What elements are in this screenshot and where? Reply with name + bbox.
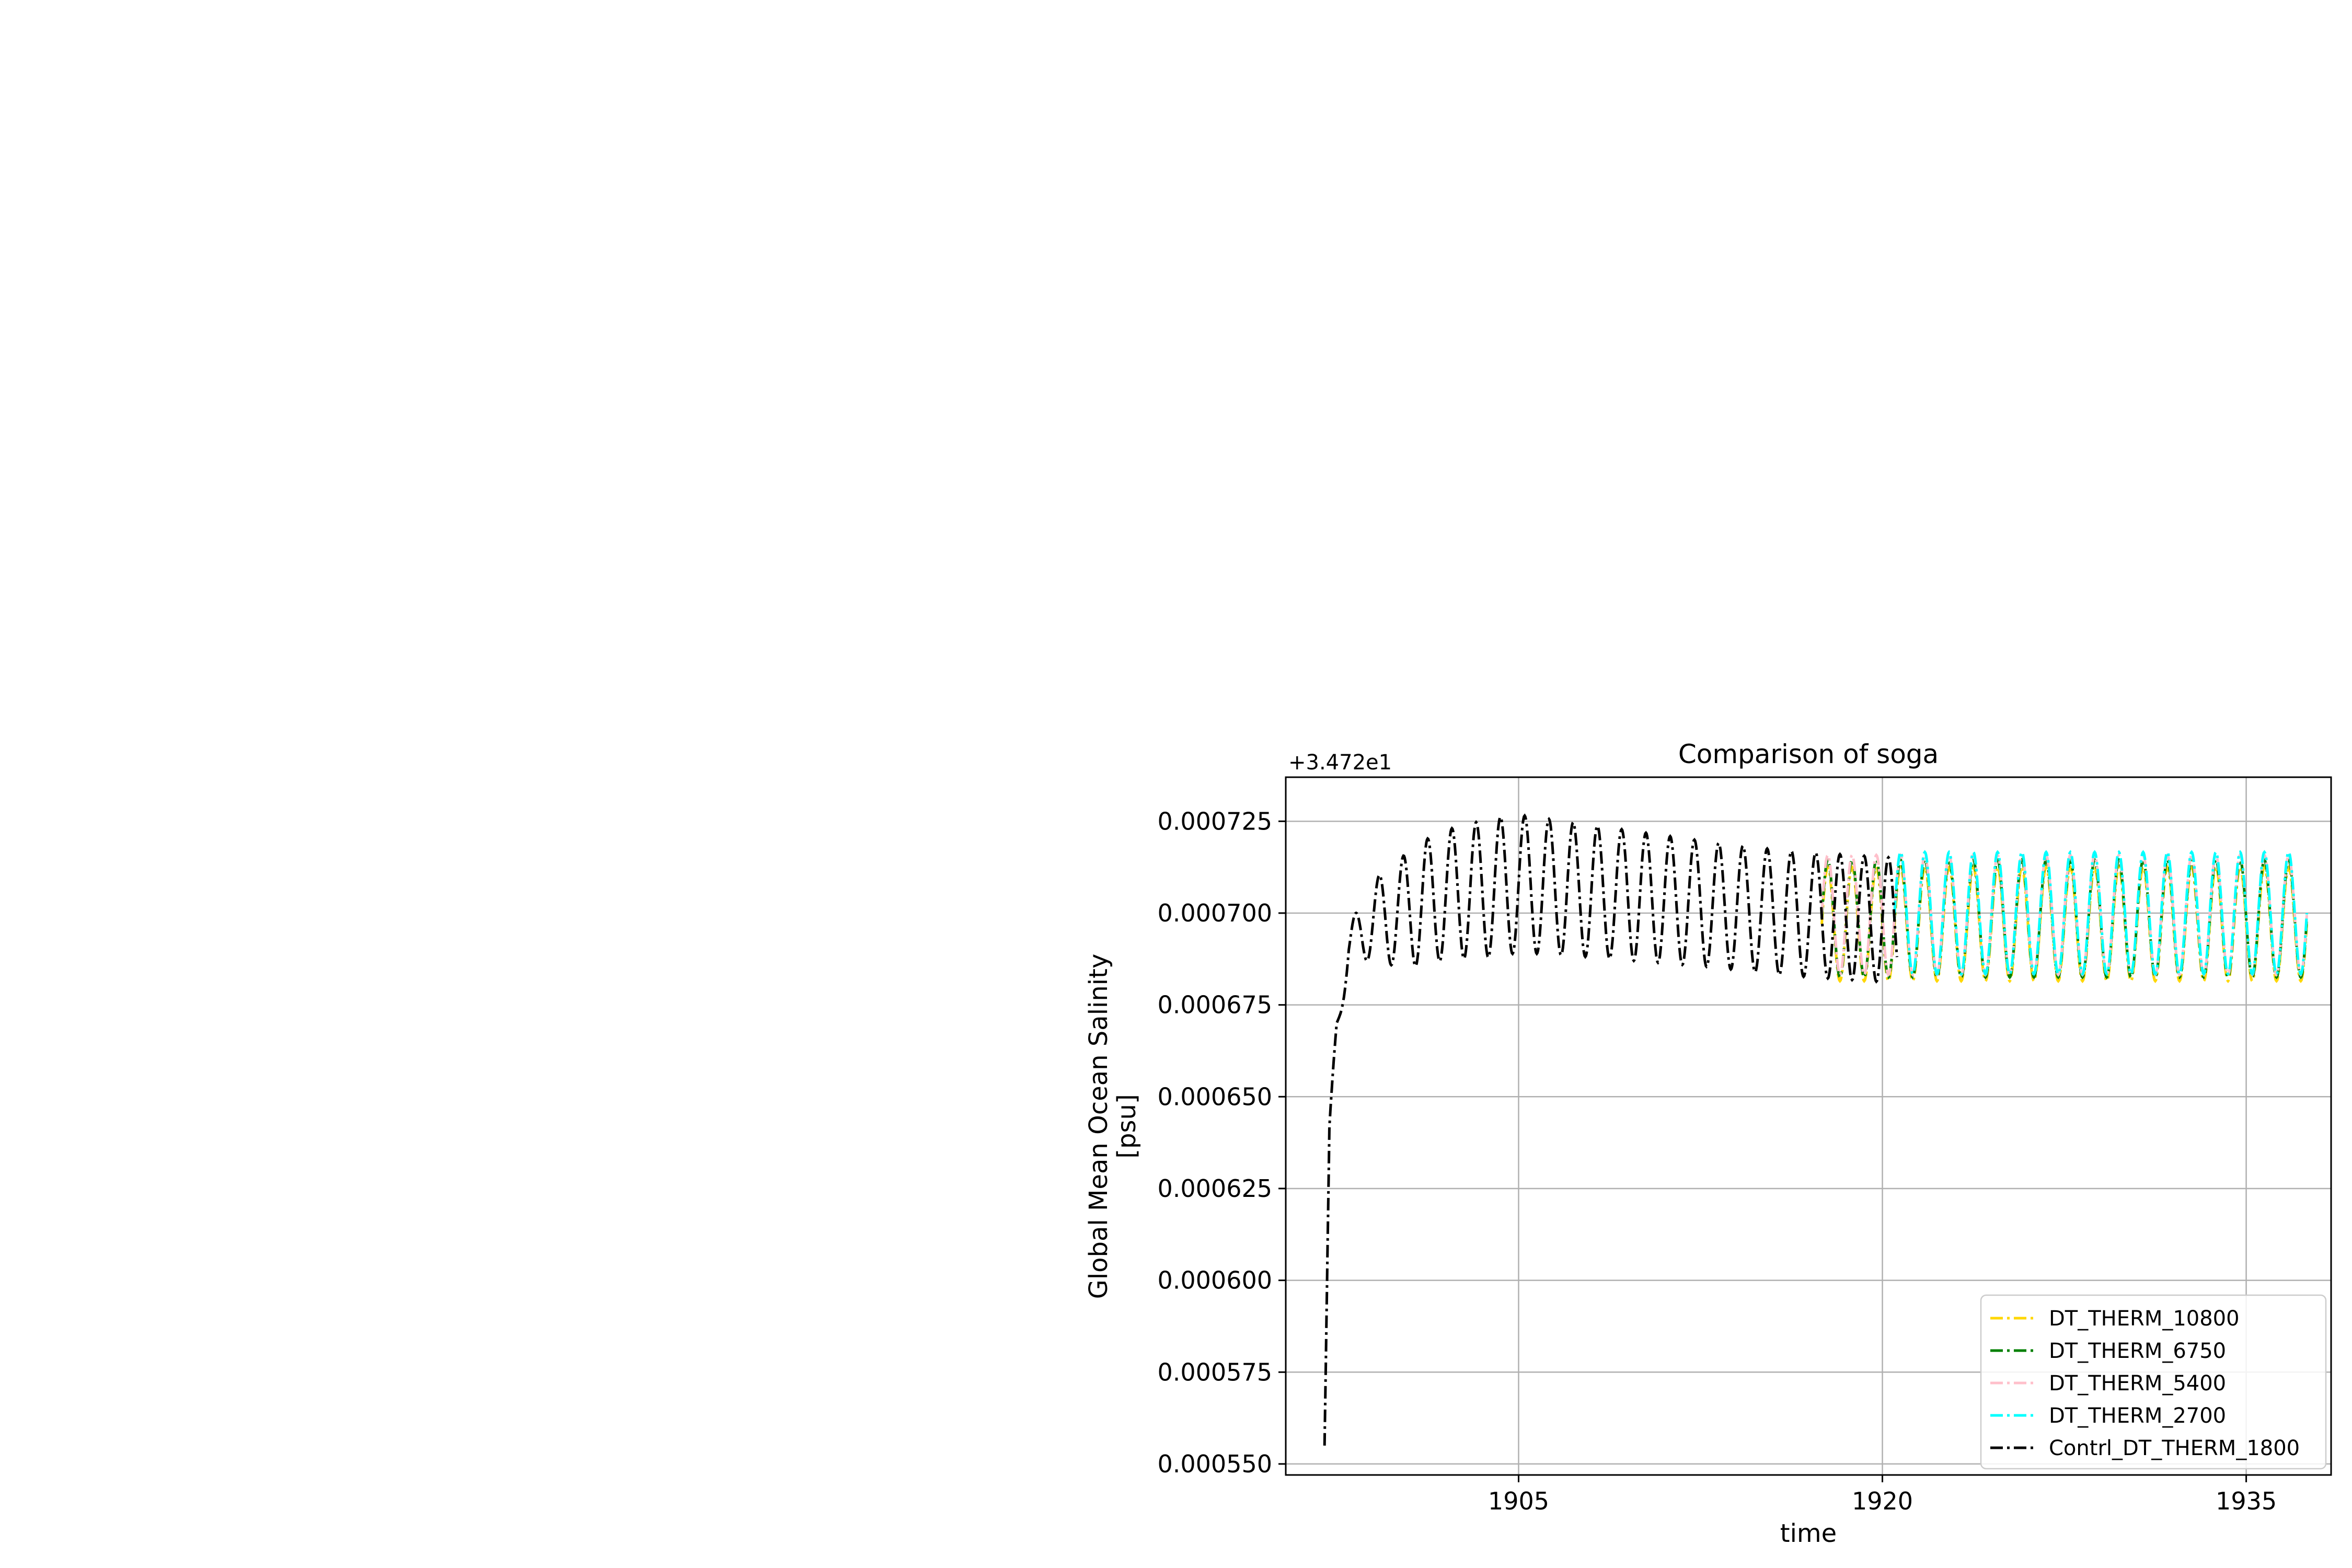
series-line xyxy=(1323,813,1898,1446)
legend-entry: DT_THERM_10800 xyxy=(2049,1307,2240,1331)
tick-layer: 1905 1920 1935 0.000550 0.000575 0.000600 0.00… xyxy=(1158,807,2277,1515)
legend-entry: DT_THERM_5400 xyxy=(2049,1371,2226,1396)
x-tick-label: 1920 xyxy=(1852,1487,1913,1515)
y-tick-label: 0.000675 xyxy=(1158,991,1273,1019)
x-axis-label: time xyxy=(1780,1519,1837,1548)
x-tick-label: 1935 xyxy=(2216,1487,2277,1515)
legend-box xyxy=(1980,1294,2327,1470)
y-tick-label: 0.000700 xyxy=(1158,899,1273,927)
x-tick-label: 1905 xyxy=(1488,1487,1549,1515)
y-tick-label: 0.000600 xyxy=(1158,1266,1273,1295)
y-tick-label: 0.000650 xyxy=(1158,1082,1273,1111)
y-tick-label: 0.000575 xyxy=(1158,1358,1273,1386)
chart-title: Comparison of soga xyxy=(1678,739,1939,769)
y-tick-label: 0.000725 xyxy=(1158,807,1273,835)
y-tick-label: 0.000550 xyxy=(1158,1450,1273,1478)
legend: DT_THERM_10800 DT_THERM_6750 DT_THERM_5400… xyxy=(1980,1294,2327,1470)
y-axis-label-line-2: [psu] xyxy=(1112,1094,1142,1158)
legend-entry: DT_THERM_6750 xyxy=(2049,1339,2226,1363)
legend-entry: Contrl_DT_THERM_1800 xyxy=(2049,1436,2300,1460)
series-line xyxy=(1893,850,2309,976)
plot-frame xyxy=(1285,776,2332,1476)
y-offset-label: +3.472e1 xyxy=(1288,751,1392,775)
legend-entry: DT_THERM_2700 xyxy=(2049,1404,2226,1428)
y-tick-label: 0.000625 xyxy=(1158,1174,1273,1203)
y-axis-label-line-1: Global Mean Ocean Salinity xyxy=(1084,954,1113,1299)
series-layer xyxy=(1323,813,2309,1446)
